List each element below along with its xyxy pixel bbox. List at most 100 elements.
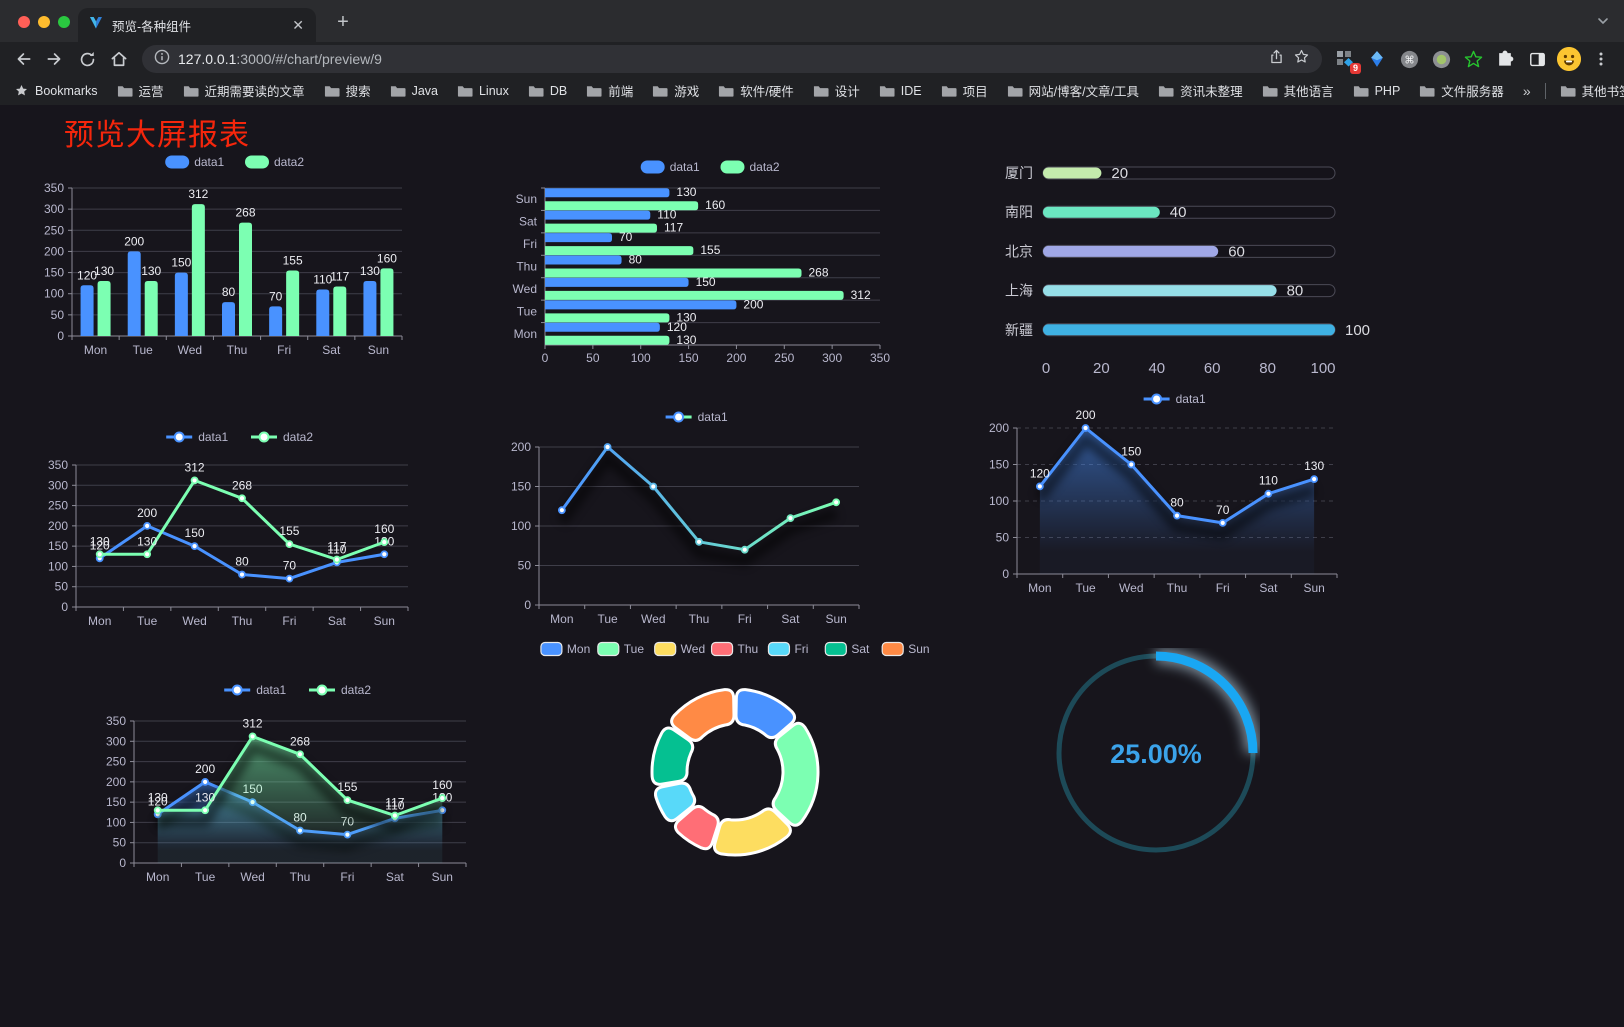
bookmarks-overflow-chevron[interactable]: » bbox=[1522, 82, 1531, 99]
bookmark-folder-item[interactable]: 运营 bbox=[117, 81, 164, 100]
legend-item[interactable]: data1 bbox=[1143, 392, 1206, 406]
bookmark-folder-item[interactable]: 项目 bbox=[941, 81, 988, 100]
new-tab-button[interactable]: + bbox=[337, 11, 349, 33]
chart-canvas-bar-horizontal[interactable]: Sun Sat Fri Thu Wed Tue Mon 0 50 100 150 200 250 300 3… bbox=[505, 155, 897, 367]
line-series-data1: 120 200 150 80 70 110 130 bbox=[1030, 408, 1324, 574]
legend-item[interactable]: Thu bbox=[710, 641, 759, 657]
minimize-window-button[interactable] bbox=[38, 16, 50, 28]
pie-slice-Sat[interactable] bbox=[650, 726, 695, 786]
legend-item[interactable]: Fri bbox=[767, 641, 808, 657]
bookmark-folder-item[interactable]: 网站/博客/文章/工具 bbox=[1007, 81, 1139, 100]
bar bbox=[545, 188, 670, 198]
bookmark-folder-item[interactable]: 近期需要读的文章 bbox=[183, 81, 305, 100]
bookmark-folder-item[interactable]: 前端 bbox=[586, 81, 633, 100]
other-bookmarks-item[interactable]: 其他书签 bbox=[1560, 81, 1624, 100]
bookmark-folder-item[interactable]: 文件服务器 bbox=[1419, 81, 1504, 100]
legend-item[interactable]: data1 bbox=[165, 155, 225, 169]
svg-text:0: 0 bbox=[119, 856, 126, 870]
chart-canvas-area-two-series[interactable]: 0 50 100 150 200 250 300 350 Mon Tue Wed Thu Fri Sat S… bbox=[100, 677, 478, 893]
tab-search-chevron-icon[interactable] bbox=[1596, 14, 1610, 33]
svg-text:110: 110 bbox=[657, 208, 676, 222]
legend-item[interactable]: data2 bbox=[251, 430, 313, 444]
pie-slice-Sun[interactable] bbox=[670, 688, 736, 742]
bookmark-folder-item[interactable]: 其他语言 bbox=[1262, 81, 1334, 100]
bookmark-folder-item[interactable]: 游戏 bbox=[652, 81, 699, 100]
legend-item[interactable]: data1 bbox=[224, 683, 287, 697]
bookmark-folder-item[interactable]: 设计 bbox=[813, 81, 860, 100]
bookmark-folder-item[interactable]: 资讯未整理 bbox=[1158, 81, 1243, 100]
svg-text:70: 70 bbox=[1216, 503, 1230, 517]
chart-canvas-bar-grouped[interactable]: 0 50 100 150 200 250 300 350 Mon Tue Wed Thu Fri Sat S… bbox=[38, 148, 440, 366]
legend-item[interactable]: Sat bbox=[824, 641, 870, 657]
legend-item[interactable]: data1 bbox=[166, 430, 229, 444]
svg-text:150: 150 bbox=[48, 539, 68, 553]
legend-item[interactable]: data1 bbox=[640, 160, 700, 174]
bookmark-folder-item[interactable]: Java bbox=[390, 84, 438, 98]
legend-item[interactable]: data2 bbox=[720, 160, 780, 174]
svg-text:130: 130 bbox=[1304, 459, 1324, 473]
bookmark-folder-label: 项目 bbox=[962, 85, 988, 99]
legend-item[interactable]: data1 bbox=[665, 410, 728, 424]
reload-button[interactable] bbox=[72, 45, 102, 73]
extensions-puzzle-icon[interactable] bbox=[1490, 45, 1520, 73]
bookmark-folder-item[interactable]: Linux bbox=[457, 84, 509, 98]
home-button[interactable] bbox=[104, 45, 134, 73]
close-window-button[interactable] bbox=[18, 16, 30, 28]
profile-avatar[interactable] bbox=[1557, 47, 1581, 71]
pie-slice-Mon[interactable] bbox=[734, 688, 797, 740]
extension-kite-icon[interactable] bbox=[1362, 45, 1392, 73]
zoom-window-button[interactable] bbox=[58, 16, 70, 28]
forward-button[interactable] bbox=[40, 45, 70, 73]
bookmark-folder-label: 文件服务器 bbox=[1441, 85, 1504, 99]
svg-text:data1: data1 bbox=[1176, 392, 1206, 406]
pie-slice-Tue[interactable] bbox=[771, 721, 820, 827]
bookmark-folder-item[interactable]: 软件/硬件 bbox=[718, 81, 794, 100]
side-panel-icon[interactable] bbox=[1522, 45, 1552, 73]
bookmark-star-icon[interactable] bbox=[1293, 48, 1310, 70]
extension-grid-diamond-icon[interactable]: 9 bbox=[1330, 45, 1361, 74]
bookmarks-root-item[interactable]: Bookmarks bbox=[14, 83, 98, 98]
bar bbox=[545, 300, 737, 310]
chart-canvas-gauge[interactable]: 25.00% bbox=[1052, 648, 1260, 860]
share-icon[interactable] bbox=[1268, 48, 1285, 70]
chart-canvas-line-two-series[interactable]: 0 50 100 150 200 250 300 350 Mon Tue Wed Thu Fri Sat S… bbox=[44, 423, 422, 637]
url-bar[interactable]: 127.0.0.1:3000/#/chart/preview/9 bbox=[142, 45, 1322, 73]
legend-item[interactable]: Wed bbox=[654, 641, 705, 657]
back-button[interactable] bbox=[8, 45, 38, 73]
bookmark-folder-label: PHP bbox=[1374, 83, 1401, 98]
chart-canvas-donut[interactable]: Mon Tue Wed Thu Fri Sat Sun bbox=[535, 633, 935, 878]
svg-text:data2: data2 bbox=[283, 430, 313, 444]
pie-slice-Thu[interactable] bbox=[673, 804, 720, 851]
legend-item[interactable]: Sun bbox=[881, 641, 930, 657]
url-path: :3000/#/chart/preview/9 bbox=[236, 51, 382, 67]
bookmark-folder-item[interactable]: DB bbox=[528, 84, 567, 98]
legend-item[interactable]: Mon bbox=[540, 641, 590, 657]
svg-text:Thu: Thu bbox=[738, 642, 759, 656]
svg-text:130: 130 bbox=[676, 333, 696, 347]
bookmark-folder-item[interactable]: IDE bbox=[879, 84, 922, 98]
legend-item[interactable]: data2 bbox=[245, 155, 304, 169]
pie-slice-Wed[interactable] bbox=[712, 807, 792, 857]
pie-slice-Fri[interactable] bbox=[653, 781, 697, 823]
svg-text:Fri: Fri bbox=[523, 237, 537, 251]
bookmark-folder-label: 近期需要读的文章 bbox=[204, 85, 305, 99]
bar bbox=[239, 222, 252, 336]
browser-tab-active[interactable]: 预览-各种组件 ✕ bbox=[78, 8, 316, 42]
extension-green-star-icon[interactable] bbox=[1458, 45, 1488, 73]
browser-menu-kebab-icon[interactable] bbox=[1586, 45, 1616, 73]
legend-item[interactable]: Tue bbox=[597, 641, 645, 657]
chart-canvas-progress-bars[interactable]: 厦门 20 南阳 40 北京 60 上海 80 新疆 100 0 20 40 60 80 100 bbox=[983, 157, 1390, 385]
chart-canvas-line-gradient[interactable]: 0 50 100 150 200 Mon Tue Wed Thu Fri Sat Sun data1 bbox=[503, 405, 875, 635]
svg-text:250: 250 bbox=[774, 351, 794, 365]
bookmark-folder-item[interactable]: PHP bbox=[1353, 83, 1401, 98]
extension-command-circle-icon[interactable]: ⌘ bbox=[1394, 45, 1424, 73]
tab-close-icon[interactable]: ✕ bbox=[292, 17, 304, 33]
extension-green-dot-circle-icon[interactable] bbox=[1426, 45, 1456, 73]
chart-gauge: 25.00% bbox=[1052, 648, 1260, 860]
bookmark-folder-item[interactable]: 搜索 bbox=[324, 81, 371, 100]
legend-item[interactable]: data2 bbox=[309, 683, 371, 697]
url-text[interactable]: 127.0.0.1:3000/#/chart/preview/9 bbox=[178, 51, 382, 67]
svg-text:Sat: Sat bbox=[519, 215, 538, 229]
site-info-icon[interactable] bbox=[154, 49, 170, 70]
